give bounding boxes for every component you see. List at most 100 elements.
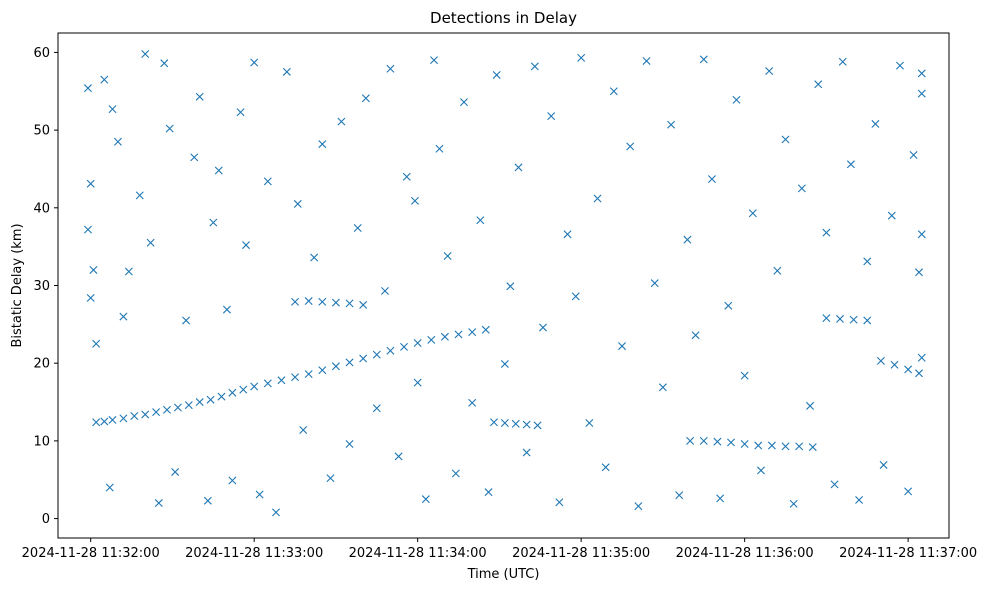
data-point	[634, 502, 643, 511]
data-point	[489, 418, 498, 427]
data-point	[263, 177, 272, 186]
data-point	[400, 342, 409, 351]
data-point	[291, 297, 300, 306]
data-point	[577, 53, 586, 62]
data-point	[135, 191, 144, 200]
data-point	[310, 253, 319, 262]
data-point	[242, 241, 250, 250]
plot-frame	[57, 32, 950, 539]
y-axis-ticks: 0 10 20 30 40 50 60	[33, 46, 58, 527]
data-point	[124, 267, 133, 276]
data-point	[250, 382, 259, 391]
data-point	[141, 49, 150, 58]
data-point	[92, 339, 101, 348]
x-axis-ticks: 2024-11-28 11:32:00 2024-11-28 11:33:00 20…	[22, 538, 977, 561]
data-point	[277, 376, 286, 385]
data-point	[154, 499, 163, 508]
data-point	[443, 251, 452, 260]
x-tick-label: 2024-11-28 11:33:00	[185, 546, 323, 561]
data-point	[228, 476, 237, 485]
data-point	[402, 172, 411, 181]
data-point	[838, 57, 847, 66]
data-point	[304, 297, 313, 306]
data-point	[440, 332, 449, 341]
data-point	[217, 392, 226, 401]
x-tick-label: 2024-11-28 11:36:00	[676, 546, 814, 561]
data-point	[318, 366, 327, 375]
data-point	[593, 194, 602, 203]
data-point	[108, 415, 117, 424]
y-tick-label: 30	[33, 279, 50, 294]
data-point	[141, 410, 150, 419]
data-point	[476, 216, 485, 225]
data-point	[732, 95, 741, 104]
data-point	[435, 144, 444, 153]
data-point	[585, 419, 594, 428]
data-point	[781, 442, 790, 451]
data-point	[304, 370, 313, 379]
data-point	[767, 441, 776, 450]
data-point	[484, 488, 493, 497]
data-point	[454, 330, 463, 339]
data-point	[119, 414, 128, 423]
data-point	[830, 480, 839, 489]
data-point	[100, 75, 109, 84]
data-point	[190, 153, 199, 162]
data-point	[814, 80, 823, 89]
data-point	[331, 298, 340, 307]
data-point	[282, 67, 291, 76]
x-tick-label: 2024-11-28 11:37:00	[839, 546, 977, 561]
data-point	[514, 163, 523, 172]
data-point	[203, 496, 212, 505]
data-point	[797, 184, 806, 193]
data-point	[754, 441, 763, 450]
data-point	[372, 404, 381, 413]
data-point	[345, 440, 354, 448]
data-point	[555, 498, 564, 507]
data-point	[386, 64, 395, 73]
data-point	[626, 142, 635, 151]
data-point	[748, 209, 757, 218]
data-point	[326, 474, 335, 483]
data-point	[113, 137, 122, 146]
data-point	[214, 166, 223, 175]
data-point	[500, 359, 509, 368]
y-tick-label: 60	[33, 46, 50, 61]
data-point	[846, 160, 855, 169]
data-point	[863, 316, 872, 325]
data-point	[895, 61, 904, 70]
data-point	[879, 460, 888, 469]
data-point	[250, 58, 259, 67]
data-point	[271, 508, 280, 517]
data-point	[386, 346, 395, 355]
data-point	[299, 426, 308, 434]
data-point	[571, 292, 580, 301]
data-point	[228, 388, 237, 397]
data-point	[468, 398, 477, 407]
data-point	[658, 383, 667, 392]
data-point	[765, 67, 774, 76]
data-point	[773, 266, 782, 275]
data-point	[165, 124, 174, 133]
data-point	[781, 135, 790, 144]
data-point	[318, 297, 327, 306]
x-tick-label: 2024-11-28 11:32:00	[22, 546, 160, 561]
data-point	[904, 365, 913, 374]
data-point	[318, 140, 327, 149]
data-point	[500, 419, 509, 428]
data-point	[492, 70, 501, 79]
data-point	[345, 358, 354, 367]
data-point	[849, 315, 858, 324]
data-point	[917, 69, 926, 78]
data-point	[909, 150, 918, 159]
data-point	[618, 342, 627, 351]
data-point	[563, 230, 572, 239]
data-point	[293, 199, 302, 208]
data-point	[522, 420, 531, 429]
data-point	[650, 279, 659, 288]
data-point	[533, 421, 542, 430]
data-point	[206, 395, 215, 404]
data-point	[105, 483, 114, 492]
data-point	[182, 316, 191, 325]
data-point	[430, 56, 439, 65]
